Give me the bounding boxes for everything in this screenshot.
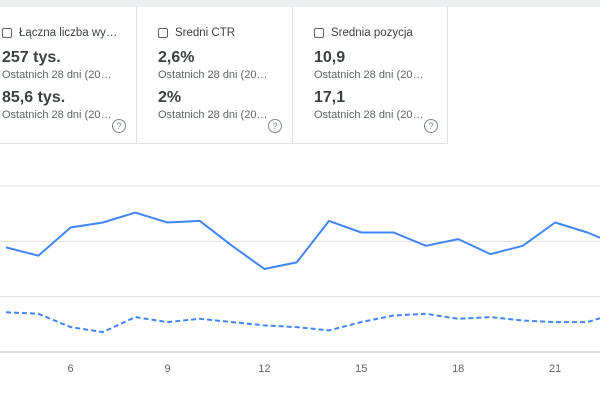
metric-card-header: Łączna liczba wy…	[2, 27, 117, 39]
metric-cards: Łączna liczba wy… 257 tys. Ostatnich 28 …	[0, 7, 448, 144]
metric-period-current: Ostatnich 28 dni (20…	[314, 69, 424, 81]
metric-value-previous: 17,1	[314, 89, 346, 106]
x-tick-label: 9	[164, 363, 170, 375]
metric-period-previous: Ostatnich 28 dni (20…	[2, 109, 112, 121]
top-bar	[0, 0, 600, 7]
metric-period-current: Ostatnich 28 dni (20…	[2, 69, 112, 81]
metric-value-current: 2,6%	[158, 49, 195, 66]
x-tick-label: 12	[258, 363, 270, 375]
metric-value-current: 257 tys.	[2, 49, 61, 66]
metric-card-header: Średni CTR	[158, 27, 235, 39]
metric-value-previous: 85,6 tys.	[2, 89, 66, 106]
metric-value-previous: 2%	[158, 89, 182, 106]
x-tick-label: 18	[452, 363, 464, 375]
metric-period-current: Ostatnich 28 dni (20…	[158, 69, 268, 81]
metric-value-current: 10,9	[314, 49, 346, 66]
metric-label: Średnia pozycja	[331, 27, 413, 39]
performance-chart: 6 9 12 15 18 21	[0, 185, 600, 375]
metric-card-ctr[interactable]: Średni CTR 2,6% Ostatnich 28 dni (20… 2%…	[137, 7, 293, 144]
x-tick-label: 21	[549, 363, 561, 375]
metric-period-previous: Ostatnich 28 dni (20…	[158, 109, 268, 121]
x-tick-label: 6	[68, 363, 74, 375]
metric-checkbox[interactable]	[2, 28, 12, 38]
metric-checkbox[interactable]	[158, 28, 168, 38]
x-tick-label: 15	[355, 363, 367, 375]
series-line-previous[interactable]	[5, 311, 600, 334]
help-icon[interactable]: ?	[112, 119, 126, 133]
metric-card-position[interactable]: Średnia pozycja 10,9 Ostatnich 28 dni (2…	[293, 7, 448, 144]
help-icon[interactable]: ?	[424, 119, 438, 133]
metric-period-previous: Ostatnich 28 dni (20…	[314, 109, 424, 121]
help-icon[interactable]: ?	[268, 119, 282, 133]
metric-card-header: Średnia pozycja	[314, 27, 413, 39]
metric-card-clicks[interactable]: Łączna liczba wy… 257 tys. Ostatnich 28 …	[0, 7, 137, 144]
series-line-current[interactable]	[5, 211, 600, 270]
metric-label: Średni CTR	[175, 27, 236, 39]
metric-label: Łączna liczba wy…	[19, 27, 118, 39]
metric-checkbox[interactable]	[314, 28, 324, 38]
